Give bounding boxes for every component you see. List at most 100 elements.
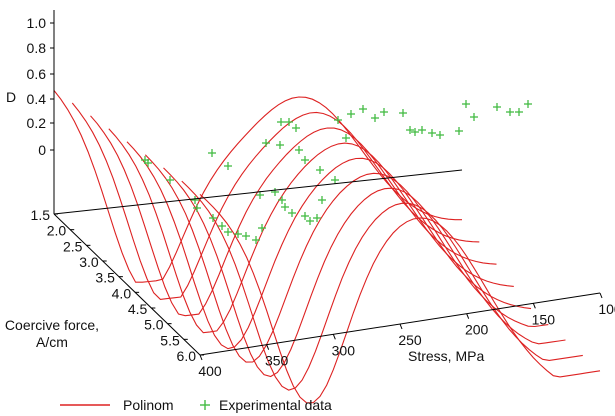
experimental-point	[224, 162, 232, 170]
experimental-point	[306, 217, 314, 225]
z-tick-label: 0.6	[27, 66, 47, 82]
experimental-point	[292, 124, 300, 132]
coercive-tick-label: 5.5	[160, 332, 180, 348]
experimental-point	[347, 110, 355, 118]
stress-tick-mark	[599, 292, 603, 299]
experimental-point	[428, 129, 436, 137]
stress-tick-label: 100	[598, 301, 615, 317]
experimental-point	[208, 149, 216, 157]
floor-back-edge	[53, 169, 463, 215]
stress-tick-mark	[199, 354, 203, 361]
experimental-point	[242, 232, 250, 240]
coercive-tick-label: 3.5	[95, 270, 115, 286]
surface-line	[181, 180, 583, 391]
experimental-point	[193, 204, 201, 212]
coercive-tick-label: 5.0	[144, 317, 164, 333]
experimental-point	[271, 188, 279, 196]
surface-line	[108, 128, 514, 334]
experimental-point	[301, 156, 309, 164]
coercive-tick-label: 1.5	[31, 207, 51, 223]
experimental-point	[262, 139, 270, 147]
experimental-point	[234, 230, 242, 238]
experimental-point	[191, 196, 199, 204]
stress-tick-label: 400	[198, 363, 222, 379]
experimental-point	[524, 100, 532, 108]
experimental-point	[462, 100, 470, 108]
coercive-tick-label: 6.0	[177, 348, 197, 364]
experimental-point	[418, 126, 426, 134]
experimental-point	[288, 209, 296, 217]
surface-line	[90, 115, 497, 317]
experimental-point	[506, 108, 514, 116]
experimental-point	[258, 224, 266, 232]
coercive-tick-label: 2.0	[47, 223, 67, 239]
y-axis-title: Stress, MPa	[408, 348, 484, 364]
surface-lines	[53, 90, 601, 404]
coercive-tick-label: 3.0	[79, 254, 99, 270]
z-axis-title: D	[6, 89, 16, 105]
coercive-tick-label: 4.0	[112, 285, 132, 301]
surface-line	[163, 167, 566, 378]
experimental-point	[515, 108, 523, 116]
experimental-point	[256, 191, 264, 199]
x-axis-title-line2: A/cm	[36, 334, 68, 350]
experimental-point	[218, 222, 226, 230]
stress-tick-label: 200	[465, 322, 489, 338]
legend-experimental-marker	[200, 400, 210, 410]
experimental-point	[166, 176, 174, 184]
stress-tick-label: 150	[532, 311, 556, 327]
tick-labels: 1.0 0.8 0.6 0.4 0.2 0 1.52.02.53.03.54.04.55.0…	[27, 15, 615, 379]
x-axis-title-line1: Coercive force,	[5, 317, 99, 333]
experimental-point	[380, 108, 388, 116]
z-tick-label: 0.2	[27, 115, 47, 131]
z-tick-label: 1.0	[27, 15, 47, 31]
surface-line	[199, 193, 601, 404]
experimental-point	[331, 176, 339, 184]
z-tick-label: 0.8	[27, 40, 47, 56]
experimental-point	[406, 126, 414, 134]
experimental-point	[209, 214, 217, 222]
experimental-point	[281, 203, 289, 211]
experimental-point	[224, 228, 232, 236]
stress-tick-label: 250	[398, 332, 422, 348]
stress-tick-mark	[466, 313, 470, 319]
legend-polinom-label: Polinom	[123, 397, 174, 413]
stress-tick-label: 350	[265, 353, 289, 369]
stress-tick-mark	[266, 344, 270, 350]
experimental-point	[276, 141, 284, 149]
experimental-point	[318, 196, 326, 204]
experimental-point	[399, 109, 407, 117]
surface-line	[126, 141, 532, 350]
experimental-point	[493, 103, 501, 111]
experimental-point	[334, 116, 342, 124]
z-tick-label: 0.4	[27, 91, 47, 107]
experimental-point	[455, 127, 463, 135]
coercive-tick-label: 4.5	[128, 301, 148, 317]
stress-tick-mark	[399, 323, 403, 330]
experimental-point	[371, 114, 379, 122]
experimental-point	[316, 166, 324, 174]
experimental-point	[278, 196, 286, 204]
experimental-point	[144, 159, 152, 167]
legend-experimental-label: Experimental data	[219, 397, 332, 413]
experimental-point	[285, 118, 293, 126]
coercive-axis-line	[53, 213, 201, 356]
stress-tick-mark	[332, 334, 336, 340]
experimental-point	[301, 212, 309, 220]
experimental-point	[411, 128, 419, 136]
stress-tick-label: 300	[332, 342, 356, 358]
experimental-point	[313, 214, 321, 222]
legend: Polinom Experimental data	[60, 397, 332, 413]
experimental-point	[277, 118, 285, 126]
experimental-point	[359, 105, 367, 113]
z-tick-label: 0	[38, 142, 46, 158]
stress-tick-mark	[532, 303, 536, 309]
coercive-tick-label: 2.5	[63, 238, 83, 254]
experimental-point	[436, 131, 444, 139]
experimental-points	[141, 100, 532, 244]
experimental-point	[342, 134, 350, 142]
experimental-point	[470, 113, 478, 121]
experimental-point	[295, 146, 303, 154]
